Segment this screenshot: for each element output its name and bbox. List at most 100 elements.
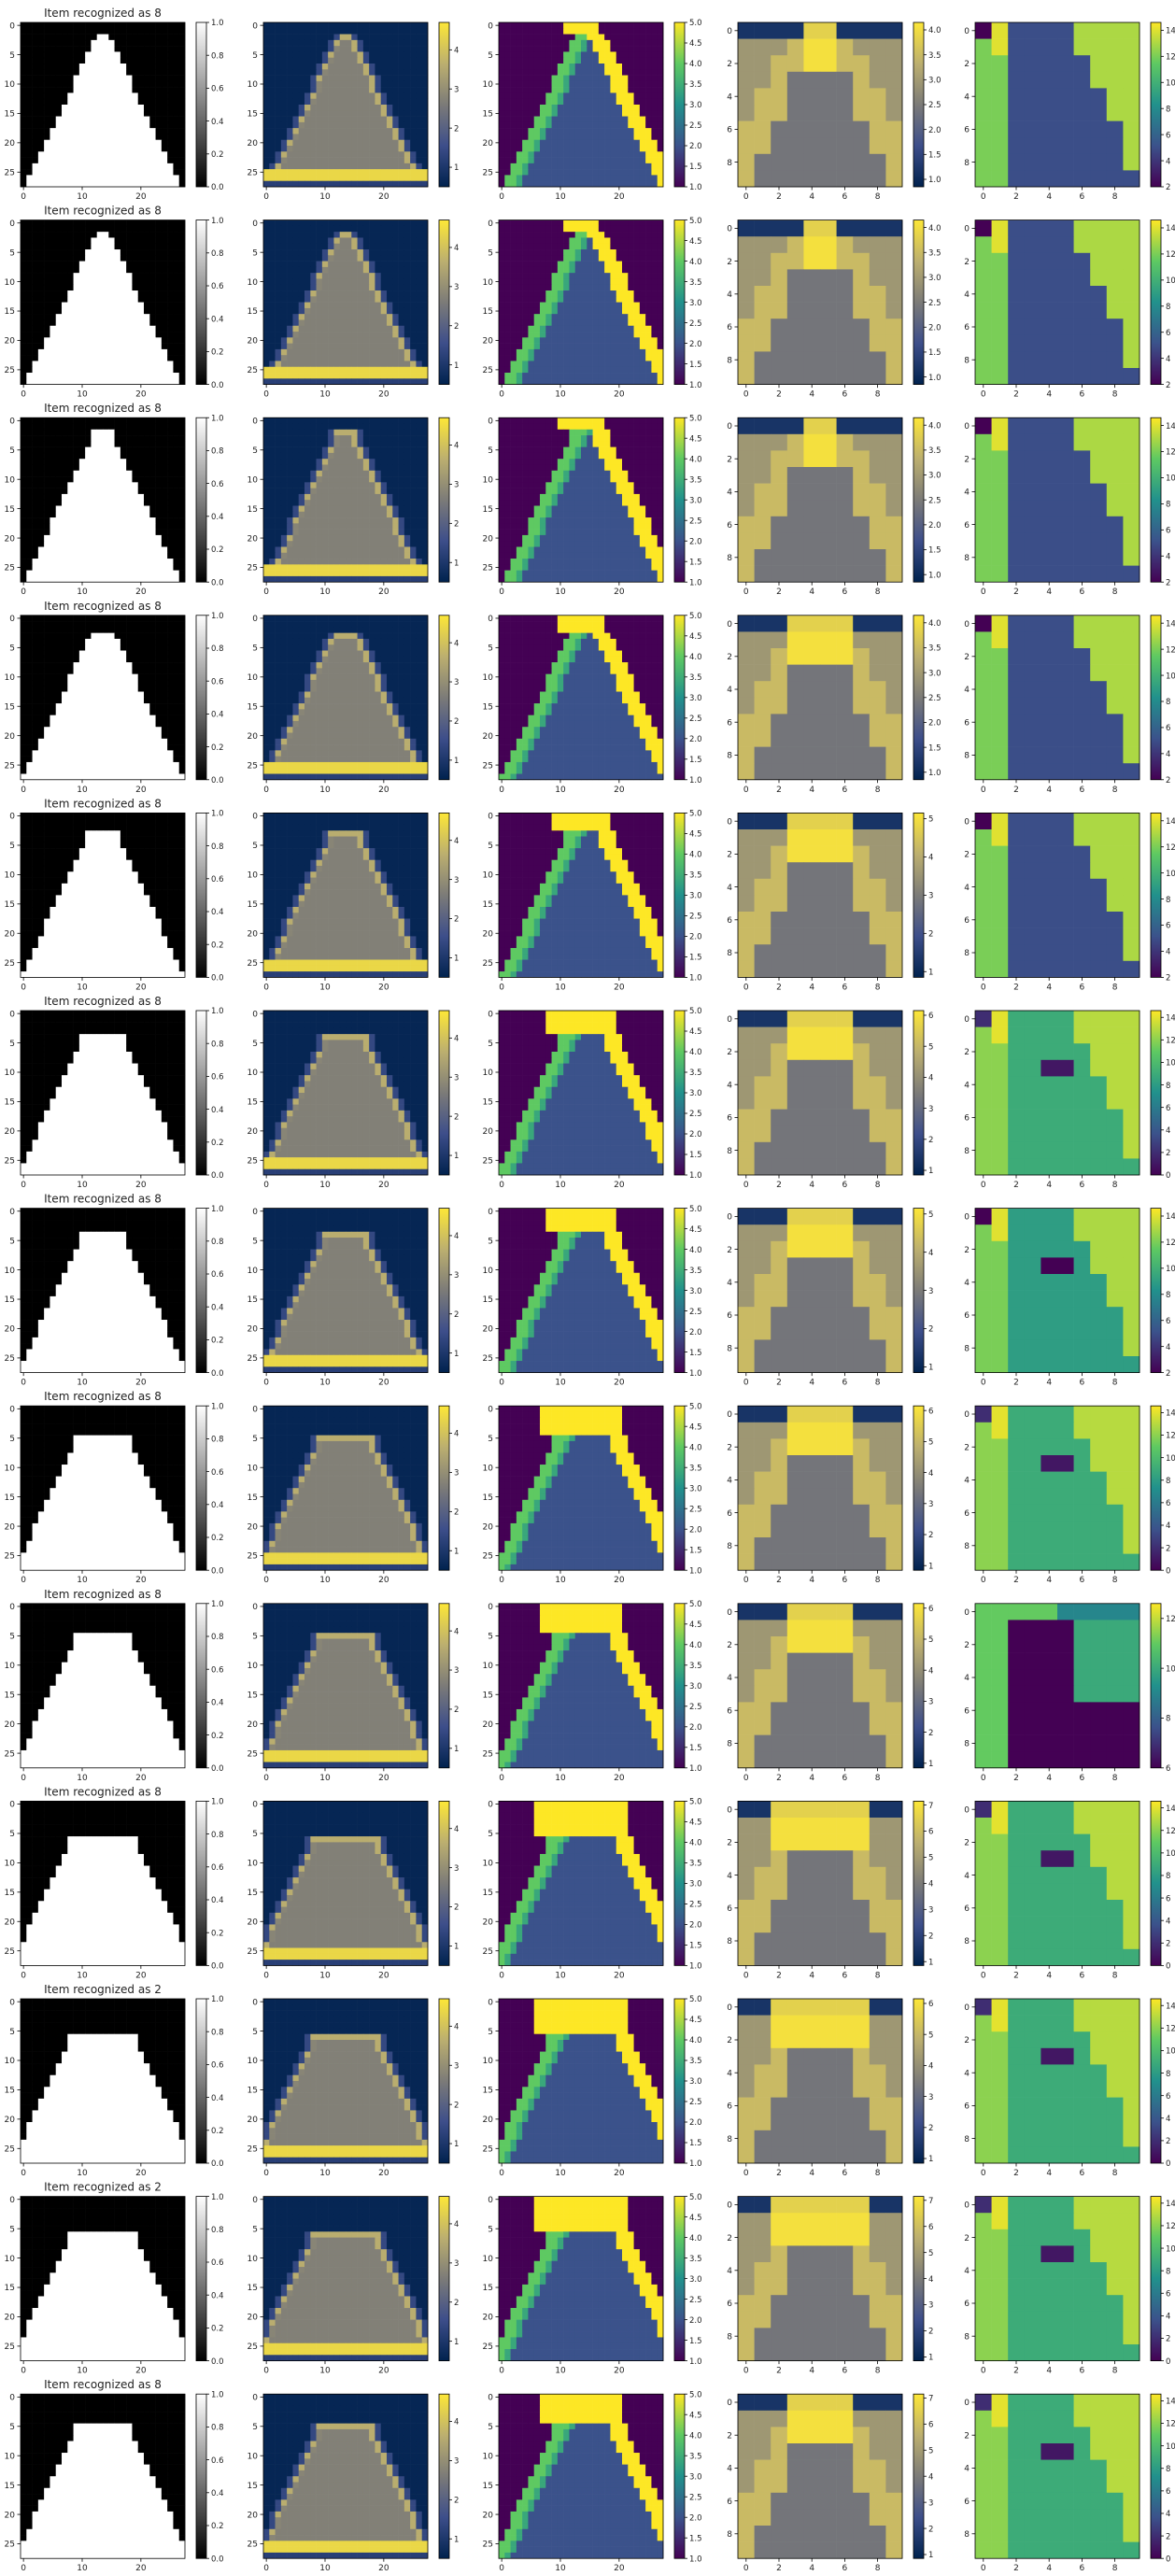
heatmap-cell — [1057, 22, 1074, 39]
heatmap-cell — [115, 35, 121, 41]
heatmap-cell — [108, 332, 115, 338]
heatmap-cell — [120, 28, 127, 35]
heatmap-cell — [387, 226, 393, 233]
heatmap-cell — [511, 58, 517, 64]
heatmap-cell — [85, 332, 92, 338]
heatmap-cell — [604, 64, 611, 70]
heatmap-cell — [358, 290, 364, 297]
heatmap-cell — [44, 163, 50, 170]
heatmap-cell — [108, 151, 115, 158]
heatmap-cell — [156, 249, 163, 256]
heatmap-cell — [26, 151, 33, 158]
y-tick-label: 5 — [9, 51, 15, 61]
heatmap-cell — [1008, 39, 1025, 56]
heatmap-cell — [21, 249, 27, 256]
heatmap-cell — [138, 105, 145, 111]
heatmap-cell — [97, 87, 104, 93]
heatmap-cell — [375, 76, 381, 82]
heatmap-cell — [369, 337, 375, 344]
heatmap-cell — [292, 290, 299, 297]
heatmap-cell — [156, 122, 163, 129]
heatmap-cell — [156, 319, 163, 326]
heatmap-cell — [26, 28, 33, 35]
heatmap-cell — [404, 296, 411, 303]
y-tick-label: 0 — [9, 21, 15, 31]
heatmap-cell — [132, 361, 138, 367]
y-tick-label: 0 — [488, 21, 493, 31]
heatmap-cell — [38, 22, 45, 29]
heatmap-cell — [74, 69, 80, 76]
heatmap-cell — [333, 255, 340, 262]
heatmap-cell — [263, 267, 270, 274]
heatmap-cell — [640, 122, 646, 129]
heatmap-cell — [569, 105, 575, 111]
heatmap-cell — [310, 267, 317, 274]
heatmap-cell — [287, 92, 293, 99]
heatmap-cell — [416, 273, 422, 279]
heatmap-cell — [91, 105, 97, 111]
heatmap-cell — [149, 87, 156, 93]
heatmap-cell — [517, 220, 523, 227]
heatmap-cell — [269, 22, 276, 29]
heatmap-cell — [103, 373, 109, 379]
heatmap-cell — [103, 237, 109, 244]
heatmap-cell — [276, 349, 282, 356]
heatmap-cell — [381, 87, 388, 93]
heatmap-cell — [85, 303, 92, 309]
heatmap-cell — [404, 378, 411, 385]
heatmap-cell — [299, 92, 305, 99]
heatmap-cell — [97, 92, 104, 99]
heatmap-cell — [322, 181, 329, 188]
heatmap-cell — [540, 128, 546, 134]
heatmap-cell — [173, 76, 179, 82]
heatmap-cell — [50, 237, 56, 244]
heatmap-cell — [132, 373, 138, 379]
heatmap-cell — [108, 58, 115, 64]
heatmap-cell — [292, 169, 299, 176]
heatmap-cell — [528, 220, 534, 227]
heatmap-cell — [640, 92, 646, 99]
heatmap-cell — [149, 296, 156, 303]
heatmap-cell — [581, 99, 588, 106]
heatmap-cell — [381, 163, 388, 170]
heatmap-cell — [179, 140, 186, 147]
heatmap-cell — [263, 319, 270, 326]
heatmap-cell — [599, 140, 605, 147]
heatmap-cell — [310, 175, 317, 181]
heatmap-cell — [263, 278, 270, 285]
heatmap-cell — [346, 58, 352, 64]
heatmap-cell — [292, 285, 299, 291]
heatmap-cell — [292, 308, 299, 315]
heatmap-cell — [328, 64, 334, 70]
heatmap-cell — [340, 332, 347, 338]
heatmap-cell — [358, 319, 364, 326]
heatmap-cell — [392, 22, 399, 29]
heatmap-cell — [85, 58, 92, 64]
heatmap-cell — [56, 46, 63, 52]
heatmap-cell — [26, 81, 33, 88]
heatmap-cell — [50, 255, 56, 262]
heatmap-cell — [91, 290, 97, 297]
heatmap-cell — [593, 92, 600, 99]
heatmap-cell — [62, 122, 68, 129]
heatmap-cell — [522, 40, 529, 47]
colorbar-tick-label: 0.8 — [211, 249, 224, 259]
heatmap-cell — [634, 22, 641, 29]
heatmap-cell — [108, 122, 115, 129]
heatmap-cell — [67, 28, 74, 35]
heatmap-cell — [381, 226, 388, 233]
heatmap-cell — [103, 169, 109, 176]
heatmap-cell — [545, 158, 552, 164]
heatmap-cell — [44, 378, 50, 385]
heatmap-cell — [622, 58, 629, 64]
heatmap-cell — [317, 81, 323, 88]
heatmap-cell — [310, 40, 317, 47]
heatmap-cell — [563, 58, 570, 64]
heatmap-cell — [263, 296, 270, 303]
heatmap-cell — [363, 220, 370, 227]
heatmap-cell — [156, 110, 163, 117]
heatmap-cell — [616, 22, 623, 29]
heatmap-cell — [138, 308, 145, 315]
heatmap-cell — [399, 58, 405, 64]
heatmap-cell — [317, 332, 323, 338]
